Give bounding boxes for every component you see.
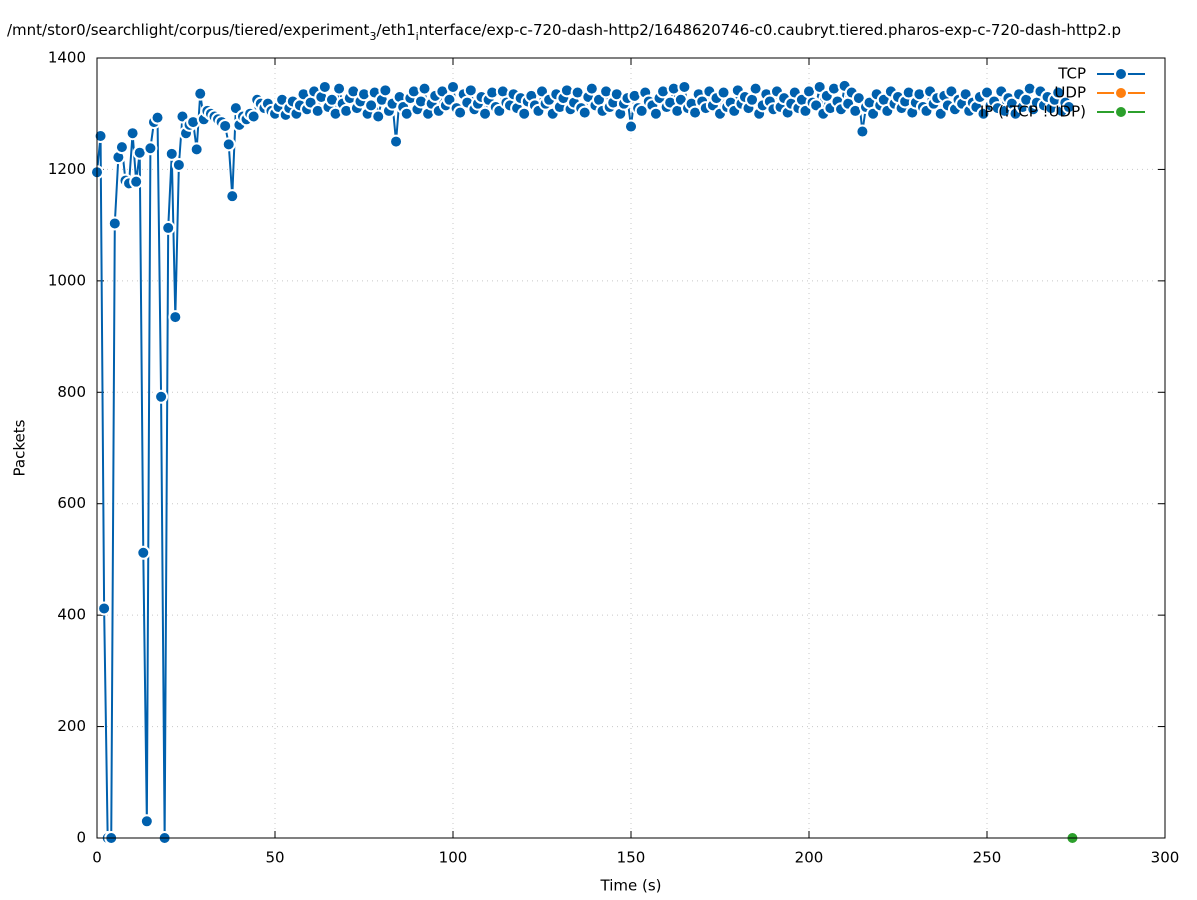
legend-marker <box>1114 67 1128 81</box>
data-point <box>168 310 183 325</box>
grid <box>96 57 1166 839</box>
data-point <box>389 134 404 149</box>
plot-area <box>90 78 1080 845</box>
data-point <box>125 126 140 141</box>
title-subscript: i <box>416 30 419 43</box>
title-part: /mnt/stor0/searchlight/corpus/tiered/exp… <box>7 21 370 39</box>
series-line <box>96 83 1070 839</box>
data-point <box>812 79 827 94</box>
y-tick-label: 1200 <box>48 160 86 178</box>
y-axis-label: Packets <box>11 419 29 476</box>
data-point <box>246 109 261 124</box>
data-point <box>463 83 478 98</box>
y-tick-label: 600 <box>57 494 86 512</box>
data-point <box>143 141 158 156</box>
data-point <box>164 146 179 161</box>
plot-border <box>96 57 1166 839</box>
data-point <box>453 105 468 120</box>
y-tick-label: 1400 <box>48 49 86 67</box>
data-point <box>577 105 592 120</box>
data-point <box>517 106 532 121</box>
y-tick-label: 0 <box>76 829 86 847</box>
data-point <box>317 79 332 94</box>
data-point <box>1051 85 1066 100</box>
data-point <box>371 109 386 124</box>
data-point <box>225 189 240 204</box>
x-tick-label: 250 <box>973 849 1002 867</box>
data-point <box>161 220 176 235</box>
data-point <box>114 140 129 155</box>
x-tick-label: 300 <box>1151 849 1180 867</box>
data-point <box>364 98 379 113</box>
data-point <box>677 79 692 94</box>
data-point <box>129 174 144 189</box>
data-point <box>634 103 649 118</box>
data-point <box>584 81 599 96</box>
title-subscript: 3 <box>369 30 376 43</box>
data-point <box>139 814 154 829</box>
legend-label: IP (!TCP !UDP) <box>980 103 1086 121</box>
data-point <box>417 81 432 96</box>
data-point <box>150 110 165 125</box>
x-axis-label: Time (s) <box>600 877 662 895</box>
data-point <box>748 81 763 96</box>
data-point <box>107 216 122 231</box>
data-point <box>171 157 186 172</box>
y-tick-label: 400 <box>57 606 86 624</box>
data-point <box>218 118 233 133</box>
title-part: nterface/exp-c-720-dash-http2/1648620746… <box>419 21 1121 39</box>
data-point <box>136 545 151 560</box>
data-point <box>648 106 663 121</box>
y-tick-label: 200 <box>57 717 86 735</box>
legend-label: UDP <box>1054 84 1086 102</box>
legend-marker <box>1114 105 1128 119</box>
data-point <box>189 142 204 157</box>
legend-label: TCP <box>1057 65 1086 83</box>
data-point <box>980 85 994 100</box>
data-point <box>1061 100 1076 115</box>
data-point <box>93 129 108 143</box>
data-point <box>154 389 169 404</box>
data-point <box>855 124 870 139</box>
title-part: /eth1 <box>376 21 415 39</box>
y-tick-label: 1000 <box>48 271 86 289</box>
data-point <box>221 137 236 152</box>
data-point <box>716 85 731 100</box>
x-tick-label: 200 <box>795 849 824 867</box>
legend-marker <box>1114 86 1128 100</box>
data-point <box>446 79 460 94</box>
data-point <box>478 106 493 121</box>
data-point <box>332 81 347 96</box>
x-tick-label: 50 <box>265 849 284 867</box>
x-tick-label: 100 <box>439 849 468 867</box>
data-point <box>97 601 112 616</box>
x-tick-label: 150 <box>617 849 646 867</box>
data-point <box>193 86 208 101</box>
chart-title: /mnt/stor0/searchlight/corpus/tiered/exp… <box>7 21 1121 43</box>
data-point <box>624 119 638 134</box>
data-point <box>378 83 393 98</box>
y-tick-label: 800 <box>57 383 86 401</box>
x-tick-label: 0 <box>92 849 102 867</box>
